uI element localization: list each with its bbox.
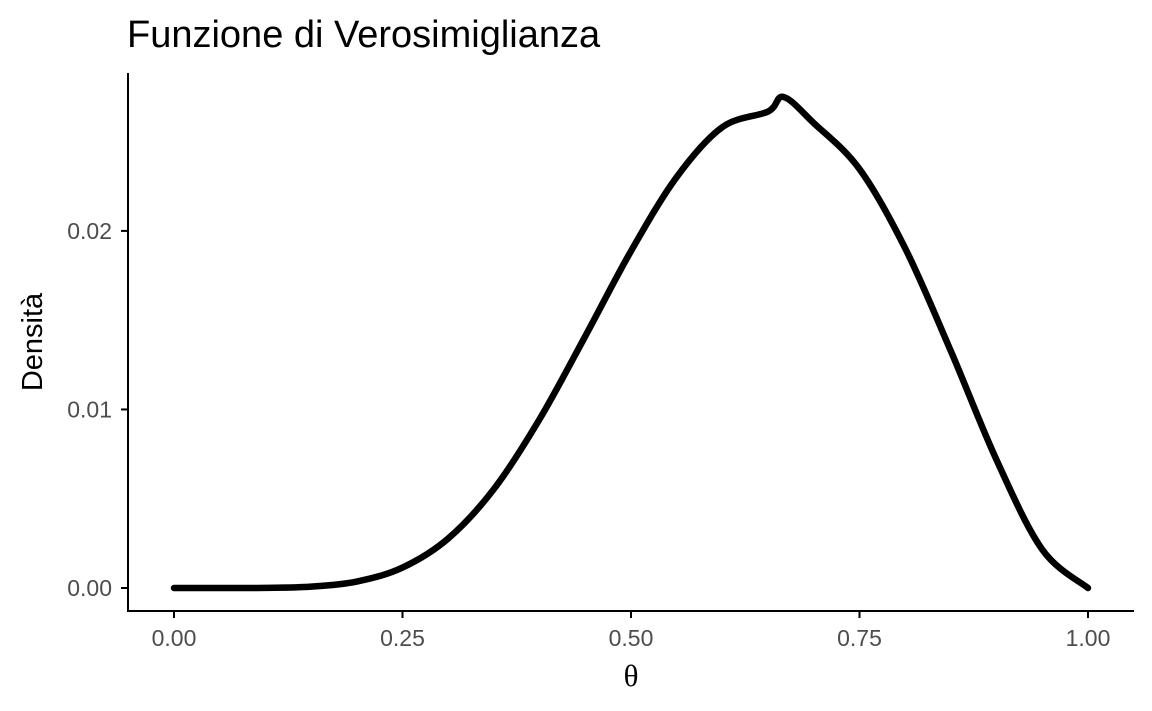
y-axis-ticks: 0.00 0.01 0.02 bbox=[67, 218, 128, 601]
y-axis-title: Densità bbox=[17, 292, 49, 391]
x-tick-label: 0.00 bbox=[152, 625, 197, 651]
y-tick-label: 0.00 bbox=[67, 575, 112, 601]
likelihood-curve bbox=[170, 93, 1092, 592]
x-tick-label: 0.25 bbox=[380, 625, 425, 651]
x-tick-label: 0.50 bbox=[609, 625, 654, 651]
x-tick-label: 1.00 bbox=[1066, 625, 1111, 651]
x-axis-title: θ bbox=[624, 658, 639, 693]
chart-title: Funzione di Verosimiglianza bbox=[127, 14, 601, 56]
y-tick-label: 0.01 bbox=[67, 396, 112, 422]
x-axis-ticks: 0.00 0.25 0.50 0.75 1.00 bbox=[152, 611, 1111, 651]
y-tick-label: 0.02 bbox=[67, 218, 112, 244]
x-tick-label: 0.75 bbox=[837, 625, 882, 651]
